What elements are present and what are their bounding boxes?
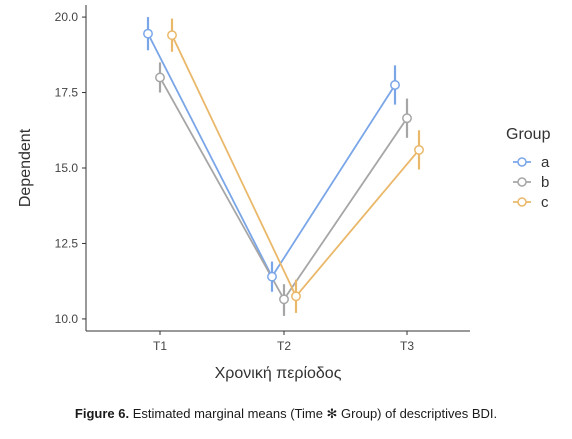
caption-text: Estimated marginal means (Time ✻ Group) … (129, 406, 498, 421)
x-tick-label: T2 (277, 339, 291, 353)
data-point-b (402, 113, 412, 124)
y-tick-label: 10.0 (55, 312, 79, 326)
legend-label-a: a (541, 154, 550, 171)
data-point-c (291, 291, 301, 302)
data-point-a (390, 80, 400, 90)
y-tick-label: 20.0 (55, 10, 79, 24)
data-point-a (267, 271, 277, 282)
legend-key-point-b (517, 177, 527, 187)
legend-label-b: b (541, 174, 549, 191)
y-tick-label: 12.5 (55, 236, 79, 250)
axes: 10.0 12.5 15.0 17.5 20.0 T1 T2 T3 (55, 5, 470, 353)
figure-caption: Figure 6. Estimated marginal means (Time… (0, 406, 572, 422)
data-point-c (414, 144, 424, 155)
series-line-a (147, 33, 396, 279)
data-point-a (143, 28, 153, 39)
data-point-c (167, 30, 177, 41)
data-point-b (155, 72, 165, 83)
legend: Group abc (506, 126, 551, 211)
caption-label: Figure 6. (74, 406, 130, 421)
x-tick-label: T3 (400, 339, 414, 353)
legend-key-point-c (517, 197, 527, 207)
x-axis-title: Χρονική περίοδος (215, 365, 342, 382)
plot-area (143, 17, 424, 316)
series-line-b (159, 77, 408, 302)
y-tick-label: 17.5 (55, 86, 79, 100)
legend-title: Group (506, 126, 551, 143)
y-axis-title: Dependent (17, 128, 34, 207)
chart: 10.0 12.5 15.0 17.5 20.0 T1 T2 T3 Dependent Χρο… (17, 5, 551, 382)
x-tick-label: T1 (153, 339, 167, 353)
legend-key-point-a (517, 157, 527, 167)
y-tick-label: 15.0 (55, 161, 79, 175)
data-point-b (279, 294, 289, 305)
legend-label-c: c (541, 194, 549, 211)
